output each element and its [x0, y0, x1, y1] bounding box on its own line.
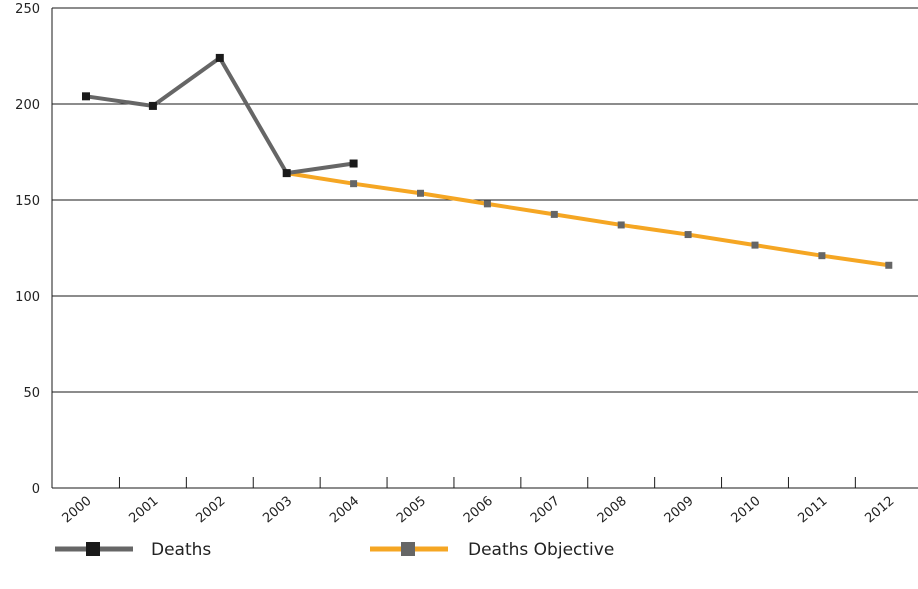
series: [82, 53, 893, 269]
x-tick-label: 2003: [260, 494, 295, 527]
y-tick-label: 0: [32, 482, 40, 497]
legend-label: Deaths Objective: [468, 540, 614, 560]
data-point: [885, 261, 893, 269]
x-tick-label: 2009: [662, 494, 697, 527]
x-tick-label: 2012: [862, 494, 897, 527]
y-tick-label: 150: [15, 194, 40, 209]
legend-item: Deaths: [55, 540, 211, 560]
data-point: [483, 200, 491, 208]
data-point: [617, 221, 625, 229]
data-point: [818, 252, 826, 260]
y-tick-labels: 0 50 100 150 200 250: [15, 2, 40, 497]
x-tick-label: 2004: [327, 494, 362, 527]
axes: [51, 8, 918, 489]
series-line: [286, 171, 890, 268]
series-deaths-objective: [283, 169, 893, 269]
data-point: [417, 189, 424, 197]
x-tick-label: 2000: [60, 494, 95, 527]
series-line: [85, 55, 354, 176]
data-point: [550, 210, 558, 218]
grid-lines: [52, 7, 918, 393]
data-point: [349, 159, 358, 168]
series-deaths: [82, 53, 358, 178]
legend-swatch-marker: [401, 542, 415, 556]
data-point: [350, 180, 358, 188]
legend: Deaths Deaths Objective: [55, 540, 614, 560]
legend-swatch-marker: [86, 542, 100, 556]
legend-label: Deaths: [151, 540, 211, 560]
data-point: [82, 92, 90, 101]
y-tick-label: 50: [23, 386, 40, 401]
data-point: [215, 53, 224, 62]
x-tick-label: 2008: [595, 494, 630, 527]
x-tick-label: 2007: [528, 494, 563, 527]
x-tick-label: 2002: [193, 494, 228, 527]
x-tick-label: 2006: [461, 494, 496, 527]
y-tick-label: 250: [15, 2, 40, 17]
data-point: [684, 231, 692, 239]
x-tick-labels: 2000 2001 2002 2003 2004 2005 2006 2007 2008 2009…: [60, 494, 898, 527]
y-tick-label: 100: [15, 290, 40, 305]
legend-item: Deaths Objective: [370, 540, 614, 560]
x-tick-label: 2005: [394, 494, 429, 527]
y-tick-label: 200: [15, 98, 40, 113]
data-point: [751, 241, 759, 249]
data-point: [282, 169, 291, 178]
data-point: [148, 101, 157, 110]
x-tick-label: 2011: [795, 494, 830, 527]
x-tick-label: 2001: [126, 494, 161, 527]
x-tick-label: 2010: [729, 494, 764, 527]
